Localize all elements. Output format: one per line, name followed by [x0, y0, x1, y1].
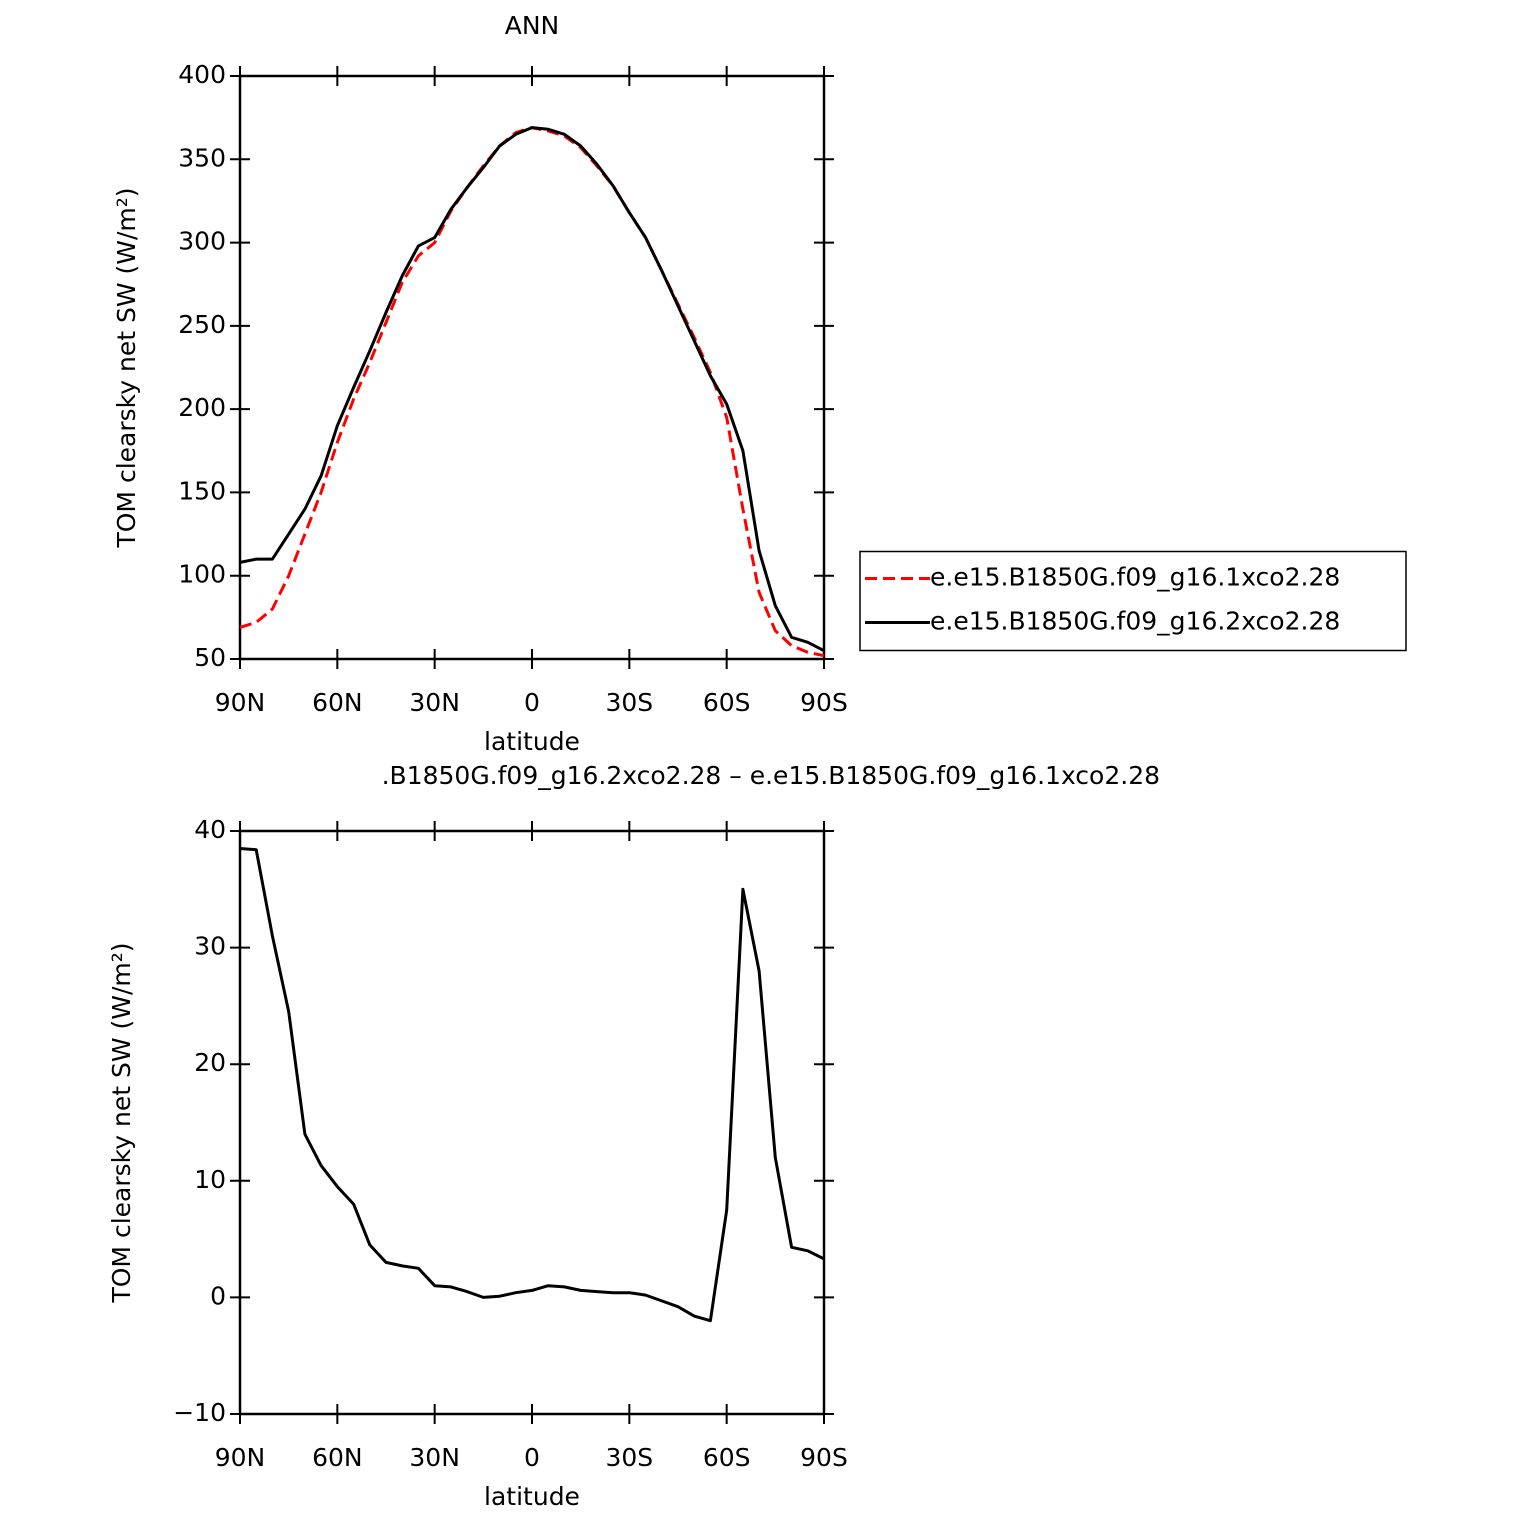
y-tick-label: 40	[194, 815, 226, 844]
x-tick-label: 60N	[312, 1443, 363, 1472]
data-line	[239, 847, 825, 1323]
y-tick-label: 350	[178, 143, 226, 172]
y-tick-label: 250	[178, 310, 226, 339]
x-axis-label: latitude	[484, 1482, 580, 1511]
y-tick-label: 20	[194, 1048, 226, 1077]
y-tick-label: 30	[194, 932, 226, 961]
x-tick-label: 30N	[409, 688, 460, 717]
x-tick-label: 60S	[703, 688, 751, 717]
y-tick-label: 200	[178, 393, 226, 422]
y-tick-label: 300	[178, 227, 226, 256]
y-axis-label: TOM clearsky net SW (W/m²)	[107, 942, 136, 1303]
y-axis-label: TOM clearsky net SW (W/m²)	[112, 187, 141, 548]
y-tick-label: 150	[178, 476, 226, 505]
x-tick-label: 90S	[800, 1443, 848, 1472]
legend-label: e.e15.B1850G.f09_g16.2xco2.28	[930, 607, 1340, 636]
x-tick-label: 0	[524, 1443, 540, 1472]
x-tick-label: 60N	[312, 688, 363, 717]
legend-label: e.e15.B1850G.f09_g16.1xco2.28	[930, 563, 1340, 592]
legend-box	[859, 550, 1407, 652]
x-tick-label: 90N	[215, 688, 266, 717]
y-tick-label: 400	[178, 60, 226, 89]
y-tick-label: 10	[194, 1165, 226, 1194]
x-tick-label: 90N	[215, 1443, 266, 1472]
x-tick-label: 30S	[605, 688, 653, 717]
x-tick-label: 30S	[605, 1443, 653, 1472]
plot-frame	[238, 74, 826, 661]
data-line	[239, 126, 825, 653]
x-tick-label: 60S	[703, 1443, 751, 1472]
x-tick-label: 30N	[409, 1443, 460, 1472]
x-tick-label: 90S	[800, 688, 848, 717]
y-tick-label: 0	[210, 1281, 226, 1310]
x-axis-label: latitude	[484, 727, 580, 756]
data-line	[239, 126, 825, 658]
plot-frame	[238, 829, 826, 1416]
y-tick-label: −10	[173, 1398, 226, 1427]
y-tick-label: 50	[194, 643, 226, 672]
chart-title: .B1850G.f09_g16.2xco2.28 – e.e15.B1850G.…	[382, 761, 1160, 790]
chart-title: ANN	[505, 11, 560, 40]
y-tick-label: 100	[178, 560, 226, 589]
x-tick-label: 0	[524, 688, 540, 717]
